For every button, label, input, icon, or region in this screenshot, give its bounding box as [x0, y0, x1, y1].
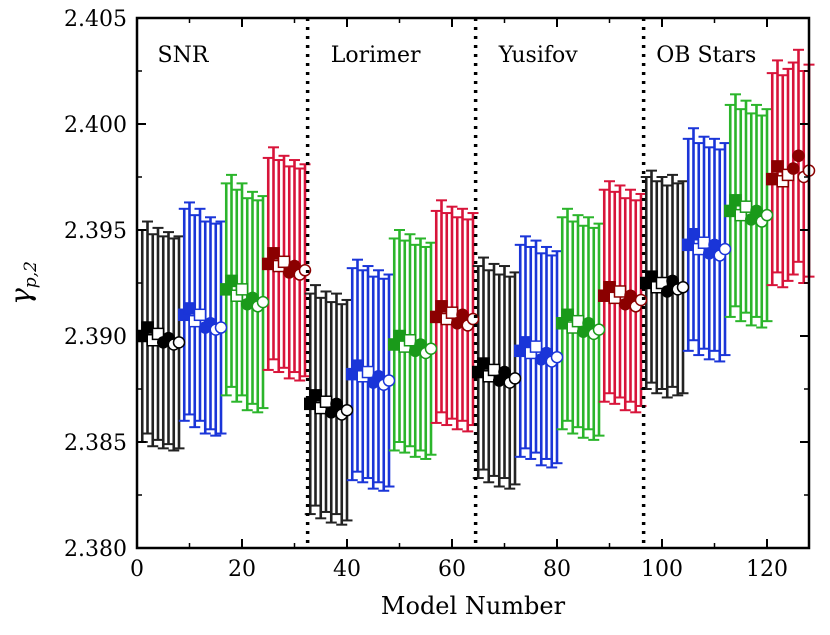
y-tick-label: 2.390	[64, 325, 127, 350]
data-point-circle	[330, 397, 343, 411]
y-tick-label: 2.400	[64, 113, 127, 138]
x-tick-label: 100	[641, 557, 683, 582]
data-point-square	[771, 160, 784, 173]
data-point-circle	[624, 289, 637, 302]
data-point-square	[225, 274, 238, 288]
data-point-circle	[676, 280, 690, 294]
y-tick-label: 2.380	[64, 537, 127, 562]
x-tick-label: 80	[543, 557, 571, 582]
region-label: Yusifov	[498, 43, 578, 68]
data-point-circle	[172, 336, 186, 349]
data-point-circle	[382, 374, 396, 387]
data-point-square	[603, 280, 616, 294]
y-axis-title-base: γ	[4, 288, 37, 305]
data-point-square	[277, 255, 291, 269]
data-point-square	[519, 336, 532, 349]
data-point-circle	[550, 350, 564, 364]
data-point-square	[141, 321, 154, 334]
y-tick-label: 2.395	[64, 219, 127, 244]
data-point-circle	[792, 149, 805, 163]
data-point-square	[697, 236, 711, 249]
x-tick-label: 40	[333, 557, 361, 582]
data-point-square	[351, 359, 364, 372]
data-point-square	[267, 247, 280, 260]
data-point-square	[645, 270, 658, 283]
y-axis-title: γp,2	[4, 261, 41, 305]
x-tick-label: 20	[228, 557, 256, 582]
x-tick-label: 120	[746, 557, 788, 582]
data-point-circle	[582, 317, 595, 330]
data-point-circle	[214, 321, 228, 334]
data-point-square	[487, 363, 501, 377]
data-point-circle	[256, 295, 270, 309]
data-point-square	[729, 194, 742, 207]
y-axis-title-sub: p,2	[21, 261, 41, 288]
region-label: OB Stars	[656, 43, 756, 68]
x-tick-label: 60	[438, 557, 466, 582]
dividers-layer	[305, 18, 646, 548]
data-point-square	[613, 285, 627, 298]
y-tick-label: 2.385	[64, 431, 127, 456]
markers-layer	[136, 149, 816, 421]
axis-titles-layer: Model Number γp,2	[4, 261, 566, 620]
ticks-layer: 0 20 40 60 80 100 120 2.380 2.385 2.390 2.395 2.400…	[64, 7, 809, 582]
data-point-circle	[787, 162, 800, 175]
region-label: Lorimer	[331, 43, 421, 68]
data-point-circle	[718, 242, 732, 256]
data-point-square	[571, 314, 585, 328]
data-point-square	[235, 283, 249, 296]
data-point-square	[193, 308, 207, 322]
data-point-square	[183, 302, 196, 315]
region-label: SNR	[158, 43, 210, 68]
data-point-circle	[760, 208, 774, 222]
y-tick-label: 2.405	[64, 7, 127, 32]
data-point-square	[393, 329, 406, 343]
data-point-circle	[456, 308, 469, 322]
data-point-square	[682, 238, 695, 252]
data-point-circle	[340, 403, 354, 417]
data-point-circle	[498, 365, 511, 379]
data-point-square	[477, 357, 490, 370]
data-point-square	[435, 300, 448, 313]
data-point-square	[687, 227, 700, 241]
data-point-square	[445, 306, 459, 319]
data-point-square	[361, 365, 375, 379]
data-point-square	[403, 333, 417, 347]
data-point-square	[262, 257, 275, 271]
data-point-square	[766, 172, 779, 186]
data-point-square	[319, 395, 333, 408]
data-point-circle	[661, 285, 674, 298]
region-labels-layer: SNR Lorimer Yusifov OB Stars	[158, 43, 757, 68]
data-point-circle	[424, 342, 438, 355]
data-point-circle	[708, 238, 721, 252]
data-point-square	[724, 204, 737, 218]
data-point-square	[529, 340, 543, 353]
x-axis-title: Model Number	[381, 592, 566, 620]
x-tick-label: 0	[130, 557, 144, 582]
data-point-circle	[592, 323, 606, 336]
data-point-square	[430, 310, 443, 324]
data-point-circle	[508, 372, 522, 385]
data-point-square	[561, 308, 574, 322]
data-point-square	[739, 200, 753, 213]
data-point-square	[309, 389, 322, 402]
data-point-circle	[298, 264, 312, 277]
data-point-circle	[750, 204, 763, 218]
